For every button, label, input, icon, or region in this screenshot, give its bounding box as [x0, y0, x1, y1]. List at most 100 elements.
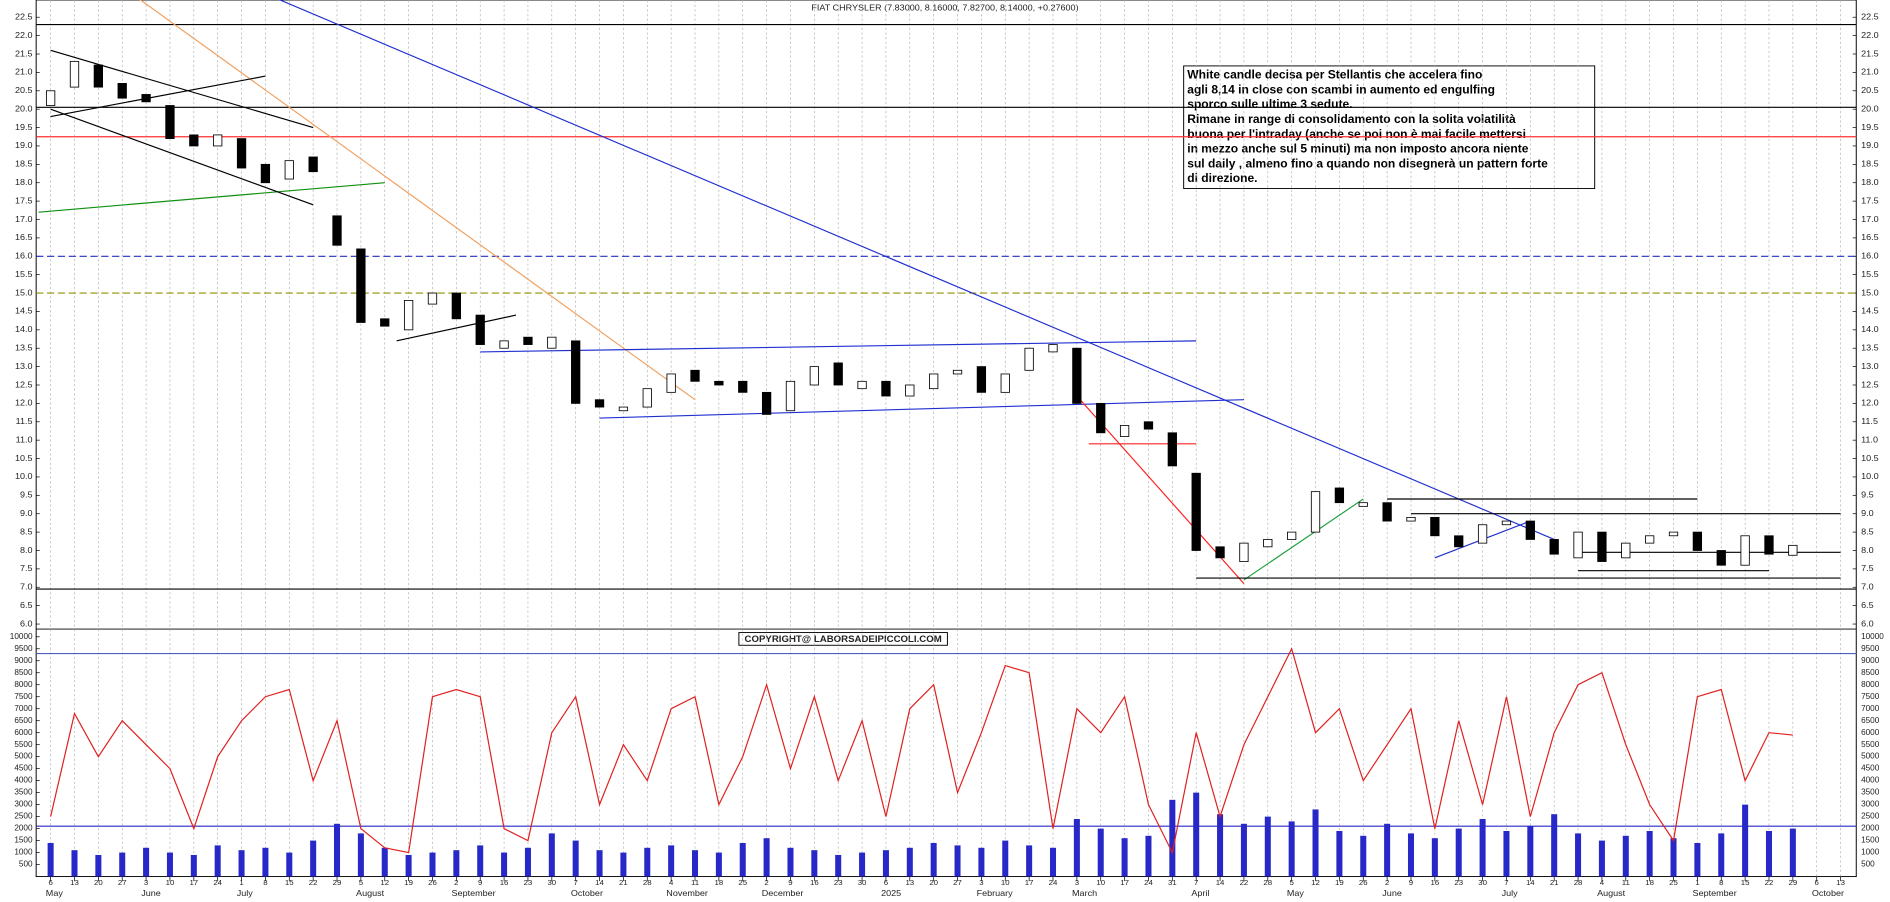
month-label: June: [1382, 888, 1402, 898]
x-tick-label: 6: [884, 878, 888, 887]
volume-bar: [954, 845, 961, 877]
candle: [1239, 542, 1249, 562]
y-tick-label: 6000: [14, 728, 33, 737]
candle: [93, 64, 103, 88]
volume-bar: [859, 852, 866, 877]
volume-bar: [1193, 792, 1200, 877]
x-tick-label: 29: [333, 878, 342, 887]
y-tick-label: 20.5: [1861, 85, 1879, 95]
y-tick-label: 17.0: [1861, 214, 1879, 224]
x-tick-label: 10: [1001, 878, 1010, 887]
y-tick-label: 8.0: [1861, 545, 1874, 555]
candle: [761, 391, 772, 415]
candle: [117, 83, 127, 99]
candle: [785, 380, 796, 412]
x-tick-label: 11: [1622, 878, 1630, 887]
x-tick-label: 17: [1120, 878, 1129, 887]
volume-bar: [1765, 830, 1772, 877]
candle: [1287, 531, 1297, 540]
y-tick-label: 5500: [1861, 740, 1880, 749]
y-tick-label: 7.5: [20, 563, 33, 573]
x-tick-label: 5: [1289, 878, 1293, 887]
volume-bar: [334, 823, 341, 877]
x-tick-label: 31: [1168, 878, 1177, 887]
y-tick-label: 15.0: [1861, 288, 1879, 298]
x-tick-label: 4: [669, 878, 674, 887]
candle: [1143, 421, 1154, 430]
volume-bar: [119, 852, 126, 877]
y-tick-label: 22.5: [1861, 12, 1879, 22]
volume-bar: [1527, 826, 1534, 877]
volume-bar: [1598, 840, 1605, 877]
y-tick-label: 9000: [1861, 656, 1880, 665]
candle: [260, 163, 271, 184]
volume-bar: [1646, 830, 1653, 877]
candle: [1788, 544, 1798, 556]
candle: [618, 406, 629, 412]
y-tick-label: 9500: [14, 644, 33, 653]
candle: [952, 369, 963, 375]
y-tick-label: 10.5: [15, 453, 33, 463]
volume-bar: [477, 845, 484, 877]
y-tick-label: 7500: [14, 692, 33, 701]
x-tick-label: 7: [1194, 878, 1198, 887]
x-tick-label: 27: [953, 878, 962, 887]
y-tick-label: 6.5: [20, 600, 33, 610]
y-tick-label: 21.5: [15, 48, 33, 58]
month-label: June: [141, 888, 161, 898]
month-label: September: [1693, 888, 1737, 898]
candle: [475, 314, 485, 345]
candle: [1263, 539, 1273, 548]
y-tick-label: 21.0: [1861, 67, 1879, 77]
y-tick-label: 10.0: [1861, 471, 1879, 481]
x-tick-label: 2: [454, 878, 458, 887]
y-tick-label: 13.5: [1861, 343, 1879, 353]
volume-bar: [310, 840, 317, 877]
candle: [451, 292, 461, 320]
y-tick-label: 15.5: [15, 269, 33, 279]
y-tick-label: 7000: [14, 704, 33, 713]
candle: [189, 134, 199, 147]
volume-bar: [1622, 835, 1629, 877]
x-tick-label: 6: [1815, 878, 1819, 887]
x-tick-label: 13: [1836, 878, 1845, 887]
month-label: October: [1812, 888, 1844, 898]
annotation-line: sul daily , almeno fino a quando non dis…: [1187, 157, 1548, 171]
y-tick-label: 3000: [1861, 800, 1880, 809]
volume-bar: [572, 840, 579, 877]
y-tick-label: 14.0: [15, 324, 33, 334]
volume-bar: [1718, 833, 1725, 877]
x-tick-label: 5: [359, 878, 363, 887]
y-tick-label: 13.0: [15, 361, 33, 371]
candle: [976, 366, 987, 393]
chart-title: FIAT CHRYSLER (7.83000, 8.16000, 7.82700…: [811, 3, 1078, 13]
volume-bar: [1049, 847, 1057, 877]
x-tick-label: 30: [547, 878, 556, 887]
volume-bar: [1503, 830, 1510, 877]
y-tick-label: 8.5: [20, 527, 33, 537]
volume-bar: [1002, 840, 1009, 877]
candle: [1119, 425, 1130, 437]
volume-line: [50, 647, 1793, 855]
y-tick-label: 9500: [1861, 644, 1880, 653]
y-tick-label: 19.5: [1861, 122, 1879, 132]
candle: [1358, 502, 1368, 507]
y-tick-label: 16.5: [15, 232, 33, 242]
candle: [45, 90, 56, 106]
y-tick-label: 12.0: [15, 398, 33, 408]
y-tick-label: 1000: [14, 848, 33, 857]
y-tick-label: 15.0: [15, 288, 33, 298]
x-tick-label: 18: [715, 878, 724, 887]
y-tick-label: 16.5: [1861, 232, 1879, 242]
volume-bar: [1026, 845, 1033, 877]
y-tick-label: 18.0: [15, 177, 33, 187]
y-tick-label: 1500: [14, 836, 33, 845]
volume-bar: [524, 847, 531, 877]
x-tick-label: 7: [1504, 878, 1508, 887]
month-label: May: [1287, 888, 1305, 898]
y-tick-label: 22.0: [1861, 30, 1879, 40]
volume-bar: [787, 847, 794, 877]
candle: [356, 248, 366, 323]
y-tick-label: 8.5: [1861, 527, 1874, 537]
